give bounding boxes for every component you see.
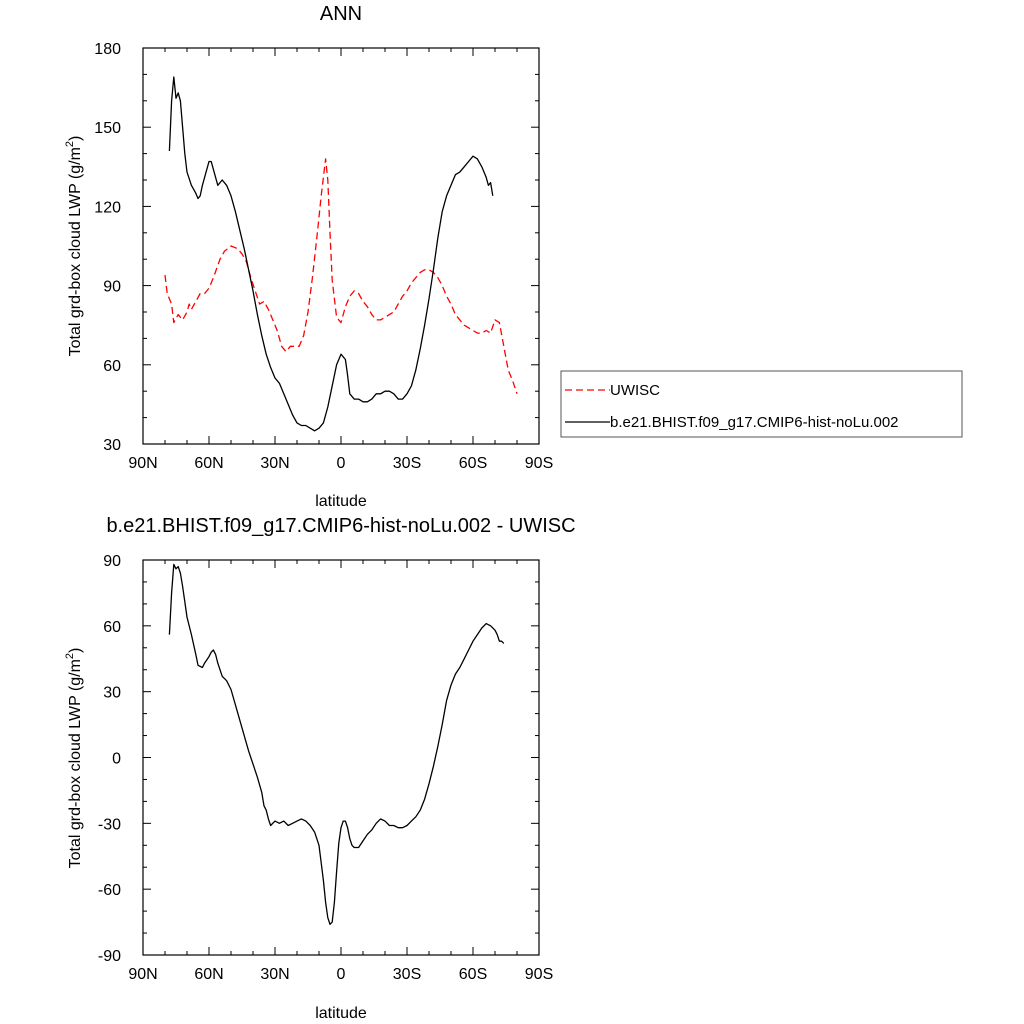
y-axis-title-top-main: Total grd-box cloud LWP (g/m: [67, 147, 84, 356]
x-tick-label-bottom: 0: [337, 966, 346, 983]
legend-label-model: b.e21.BHIST.f09_g17.CMIP6-hist-noLu.002: [610, 414, 899, 431]
legend-label-uwisc: UWISC: [610, 382, 660, 399]
x-tick-label-bottom: 30S: [393, 966, 421, 983]
y-tick-label-bottom: -90: [98, 948, 121, 965]
plot-frame-bottom: [142, 559, 540, 956]
y-axis-title-bottom-main: Total grd-box cloud LWP (g/m: [67, 659, 84, 868]
plot-frame-top: [142, 47, 540, 445]
x-tick-label-bottom: 90S: [525, 966, 553, 983]
x-tick-label-top: 90S: [525, 455, 553, 472]
legend-box: [560, 370, 963, 438]
y-tick-label-bottom: -30: [98, 816, 121, 833]
x-tick-label-top: 60S: [459, 455, 487, 472]
chart-title-top: ANN: [320, 3, 362, 25]
y-tick-label-top: 150: [94, 120, 121, 137]
x-tick-label-top: 90N: [128, 455, 157, 472]
y-axis-title-top: Total grd-box cloud LWP (g/m2): [64, 136, 84, 357]
y-tick-label-top: 30: [103, 437, 121, 454]
y-axis-title-top-sup: 2: [64, 141, 76, 147]
x-tick-label-top: 0: [337, 455, 346, 472]
y-tick-label-bottom: 60: [103, 619, 121, 636]
y-tick-label-top: 90: [103, 279, 121, 296]
plot-top: 90N 60N 30N 0 30S 60S 90S 30 60 90 120 150 180: [94, 41, 553, 472]
series-line-top-1: [168, 76, 494, 432]
y-tick-label-top: 60: [103, 358, 121, 375]
y-tick-label-top: 180: [94, 41, 121, 58]
x-tick-label-bottom: 60S: [459, 966, 487, 983]
y-tick-label-bottom: 90: [103, 553, 121, 570]
x-tick-label-bottom: 30N: [260, 966, 289, 983]
y-tick-label-bottom: 0: [112, 751, 121, 768]
x-tick-label-top: 60N: [194, 455, 223, 472]
x-tick-label-bottom: 90N: [128, 966, 157, 983]
series-line-top-0: [164, 158, 518, 395]
y-axis-title-bottom-close: ): [67, 648, 84, 653]
x-axis-title-bottom: latitude: [315, 1005, 367, 1022]
y-axis-title-bottom-sup: 2: [64, 653, 76, 659]
y-tick-label-bottom: 30: [103, 685, 121, 702]
x-tick-label-top: 30S: [393, 455, 421, 472]
y-axis-title-top-close: ): [67, 136, 84, 141]
x-tick-label-bottom: 60N: [194, 966, 223, 983]
x-axis-title-top: latitude: [315, 493, 367, 510]
plot-bottom: 90N 60N 30N 0 30S 60S 90S -90 -60 -30 0 30 60 90: [98, 553, 553, 983]
chart-title-bottom: b.e21.BHIST.f09_g17.CMIP6-hist-noLu.002 …: [106, 515, 575, 537]
legend: UWISC b.e21.BHIST.f09_g17.CMIP6-hist-noL…: [560, 370, 963, 438]
y-tick-label-bottom: -60: [98, 882, 121, 899]
series-line-bottom-0: [168, 563, 505, 925]
y-axis-title-bottom: Total grd-box cloud LWP (g/m2): [64, 648, 84, 869]
y-tick-label-top: 120: [94, 199, 121, 216]
x-tick-label-top: 30N: [260, 455, 289, 472]
